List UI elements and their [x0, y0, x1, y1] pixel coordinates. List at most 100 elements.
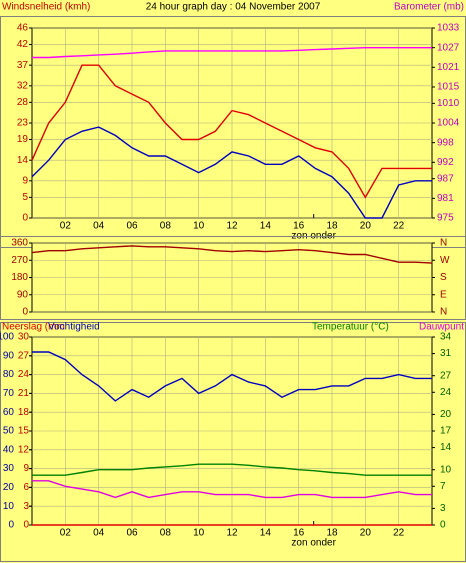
tick-label: E	[440, 289, 447, 300]
tick-label: 9	[23, 463, 29, 474]
x-tick-label: 04	[93, 528, 105, 539]
tick-label: 27	[18, 350, 30, 361]
tick-label: 20	[3, 482, 15, 493]
tick-label: 24	[440, 387, 452, 398]
x-tick-label: 10	[193, 528, 205, 539]
tick-label: 0	[22, 213, 28, 224]
x-tick-label: 08	[160, 221, 172, 232]
x-tick-label: 16	[293, 528, 305, 539]
y2-axis-label: Barometer (mb)	[394, 2, 464, 13]
series-line	[32, 480, 432, 499]
tick-label: 0	[8, 520, 14, 531]
x-tick-label: 18	[326, 528, 338, 539]
tick-label: 1021	[437, 62, 460, 73]
tick-label: 10	[3, 501, 15, 512]
tick-label: 0	[440, 520, 446, 531]
tick-label: 27	[440, 370, 452, 381]
tick-label: N	[440, 307, 447, 318]
tick-label: 10	[440, 464, 452, 475]
tick-label: 42	[17, 39, 29, 50]
tick-label: 975	[437, 213, 454, 224]
x-tick-label: 12	[226, 221, 238, 232]
x-tick-label: 14	[260, 528, 272, 539]
annotation: zon onder	[291, 538, 336, 549]
x-tick-label: 22	[393, 221, 405, 232]
y-axis-label: Windsnelheid (kmh)	[2, 2, 90, 13]
tick-label: 23	[17, 118, 29, 129]
x-tick-label: 14	[260, 221, 272, 232]
x-tick-label: 06	[126, 528, 138, 539]
tick-label: 14	[17, 155, 29, 166]
tick-label: 992	[437, 157, 454, 168]
tick-label: 987	[437, 173, 454, 184]
legend-label: Neerslag (mm	[2, 322, 65, 333]
tick-label: 80	[3, 369, 15, 380]
tick-label: 30	[18, 332, 30, 343]
tick-label: 6	[23, 482, 29, 493]
series-line	[31, 126, 432, 219]
x-tick-label: 16	[293, 221, 305, 232]
tick-label: 14	[440, 442, 452, 453]
legend-label: Temperatuur (°C)	[312, 322, 389, 333]
tick-label: 1015	[437, 82, 460, 93]
tick-label: 40	[3, 444, 15, 455]
tick-label: 17	[440, 426, 452, 437]
x-tick-label: 18	[326, 221, 338, 232]
tick-label: 180	[11, 272, 28, 283]
tick-label: 19	[17, 134, 29, 145]
series-line	[32, 463, 432, 476]
x-tick-label: 08	[160, 528, 172, 539]
tick-label: 20	[440, 409, 452, 420]
tick-label: 9	[22, 175, 28, 186]
tick-label: 34	[440, 332, 452, 343]
tick-label: 37	[17, 60, 29, 71]
tick-label: 0	[23, 520, 29, 531]
series-line	[31, 64, 432, 199]
x-tick-label: 02	[60, 221, 72, 232]
tick-label: 15	[18, 426, 30, 437]
x-tick-label: 12	[226, 528, 238, 539]
tick-label: 0	[22, 307, 28, 318]
tick-label: 100	[0, 332, 14, 343]
series-line	[32, 47, 432, 59]
tick-label: 360	[11, 238, 28, 249]
chart-title: 24 hour graph day : 04 November 2007	[146, 2, 321, 13]
tick-label: W	[440, 255, 450, 266]
tick-label: 46	[17, 23, 29, 34]
tick-label: 1027	[437, 42, 460, 53]
tick-label: 60	[3, 407, 15, 418]
legend-label: Dauwpunt	[419, 322, 464, 333]
series-line	[31, 245, 433, 264]
x-tick-label: 22	[393, 528, 405, 539]
tick-label: 3	[440, 503, 446, 514]
tick-label: 30	[3, 463, 15, 474]
series-line	[32, 351, 432, 402]
tick-label: N	[440, 238, 447, 249]
x-tick-label: 06	[126, 221, 138, 232]
x-tick-label: 02	[60, 528, 72, 539]
x-tick-label: 20	[360, 528, 372, 539]
tick-label: 3	[23, 501, 29, 512]
tick-label: 1033	[437, 23, 460, 34]
tick-label: 18	[18, 407, 30, 418]
tick-label: 1004	[437, 118, 460, 129]
tick-label: 5	[22, 192, 28, 203]
tick-label: 24	[18, 369, 30, 380]
tick-label: 70	[3, 388, 15, 399]
legend-label: Vochtigheid	[48, 322, 100, 333]
tick-label: 998	[437, 137, 454, 148]
tick-label: 21	[18, 388, 30, 399]
tick-label: 28	[17, 97, 29, 108]
tick-label: 12	[18, 444, 30, 455]
tick-label: 32	[17, 80, 29, 91]
x-tick-label: 10	[193, 221, 205, 232]
tick-label: 90	[17, 289, 29, 300]
tick-label: 31	[440, 348, 452, 359]
tick-label: S	[440, 272, 447, 283]
x-tick-label: 20	[360, 221, 372, 232]
tick-label: 270	[11, 255, 28, 266]
tick-label: 7	[440, 481, 446, 492]
x-tick-label: 04	[93, 221, 105, 232]
